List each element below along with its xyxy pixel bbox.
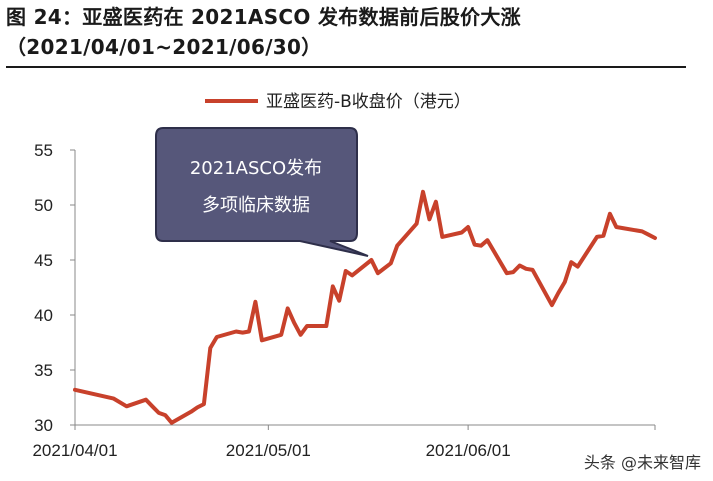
y-tick-label: 30 [34, 416, 53, 435]
legend-label: 亚盛医药-B收盘价（港元） [266, 92, 471, 112]
watermark: 头条 @未来智库 [583, 453, 701, 472]
x-tick-label: 2021/04/01 [32, 441, 117, 460]
y-tick-label: 55 [34, 141, 53, 160]
y-tick-label: 50 [34, 196, 53, 215]
y-tick-label: 40 [34, 306, 53, 325]
legend: 亚盛医药-B收盘价（港元） [205, 92, 471, 112]
callout-bubble [155, 127, 369, 257]
y-tick-label: 35 [34, 361, 53, 380]
title-line-2: （2021/04/01~2021/06/30） [6, 35, 322, 59]
callout-line-1: 2021ASCO发布 [190, 158, 322, 179]
series-line [73, 189, 657, 425]
axes: 30 35 40 45 50 55 2021/04/01 2021/05/01 2021/06/… [32, 141, 656, 460]
title-line-1: 图 24：亚盛医药在 2021ASCO 发布数据前后股价大涨 [6, 5, 521, 29]
x-tick-label: 2021/05/01 [226, 441, 311, 460]
x-tick-label: 2021/06/01 [426, 441, 511, 460]
series-layer [73, 189, 657, 425]
title-divider [6, 66, 686, 68]
y-tick-label: 45 [34, 251, 53, 270]
chart-title: 图 24：亚盛医药在 2021ASCO 发布数据前后股价大涨 （2021/04/… [6, 2, 706, 62]
callout-line-2: 多项临床数据 [202, 195, 310, 216]
